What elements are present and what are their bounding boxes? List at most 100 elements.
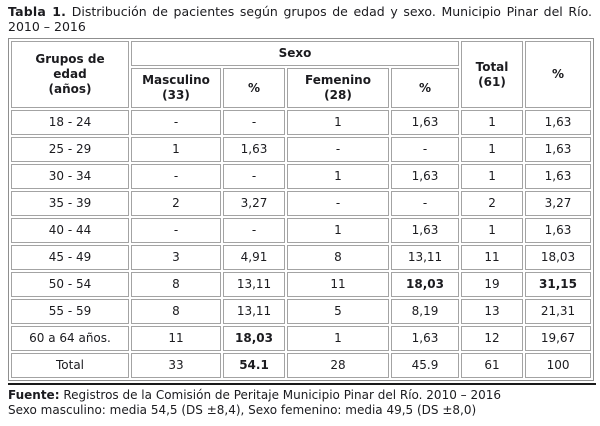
value-cell: 4,91 [223,245,285,270]
value-cell: 1,63 [525,164,592,189]
header-total: Total (61) [461,41,524,108]
table-row: 40 - 44- -1 1,63 1 1,63 [11,218,592,243]
age-group-cell: 18 - 24 [11,110,129,135]
age-group-cell: 50 - 54 [11,272,129,297]
value-cell: 1,63 [223,137,285,162]
value-cell: - [223,110,285,135]
value-cell: - [223,164,285,189]
table-caption-text: Distribución de pacientes según grupos d… [8,4,592,34]
header-row-1: Grupos de edad (años) Sexo Total (61) % [11,41,592,108]
value-cell: 8 [131,272,221,297]
value-cell: 45.9 [391,353,460,378]
value-cell: 100 [525,353,592,378]
value-cell: 19,67 [525,326,592,351]
age-group-cell: Total [11,353,129,378]
header-masculino: Masculino (33) [131,68,221,108]
value-cell: - [131,110,221,135]
age-group-cell: 30 - 34 [11,164,129,189]
value-cell: 13,11 [223,272,285,297]
value-cell: 1 [287,326,389,351]
value-cell: - [223,218,285,243]
value-cell: 8 [131,299,221,324]
value-cell: 19 [461,272,524,297]
value-cell: 1,63 [525,137,592,162]
age-group-cell: 60 a 64 años. [11,326,129,351]
value-cell: 1 [461,164,524,189]
source-label: Fuente: [8,388,60,402]
value-cell: 13 [461,299,524,324]
value-cell: 1,63 [391,110,460,135]
value-cell: 5 [287,299,389,324]
age-group-cell: 40 - 44 [11,218,129,243]
header-pct-masculino: % [223,68,285,108]
header-row-2: Masculino (33) % Femenino (28) % [11,68,591,108]
value-cell: 1,63 [391,326,460,351]
header-femenino: Femenino (28) [287,68,389,108]
table-row: 50 - 54 8 13,11 11 18,03 19 31,15 [11,272,592,297]
value-cell: 1,63 [525,218,592,243]
patients-age-sex-table: Grupos de edad (años) Sexo Total (61) % … [8,38,595,381]
value-cell: 1 [287,110,389,135]
value-cell: 11 [131,326,221,351]
value-cell: 18,03 [223,326,285,351]
table-row: 18 - 24- -1 1,63 1 1,63 [11,110,592,135]
table-row: 60 a 64 años. 11 18,03 1 1,63 12 19,67 [11,326,592,351]
table-row: 35 - 39 2 3,27- -2 3,27 [11,191,592,216]
value-cell: 21,31 [525,299,592,324]
table-header: Grupos de edad (años) Sexo Total (61) % … [11,41,592,108]
value-cell: 18,03 [391,272,460,297]
value-cell: 54.1 [223,353,285,378]
value-cell: 61 [461,353,524,378]
value-cell: - [391,191,460,216]
age-group-cell: 55 - 59 [11,299,129,324]
header-age-group: Grupos de edad (años) [11,41,129,108]
value-cell: 3 [131,245,221,270]
table-body: 18 - 24- -1 1,63 1 1,63 25 - 29 1 1,63- -1 1,63 30… [11,110,592,378]
header-pct-total: % [525,41,592,108]
value-cell: 1,63 [391,164,460,189]
header-pct-femenino: % [391,68,460,108]
source-text: Registros de la Comisión de Peritaje Mun… [63,388,502,402]
table-caption-label: Tabla 1. [8,4,67,19]
value-cell: - [131,164,221,189]
value-cell: 1 [131,137,221,162]
value-cell: 1 [461,137,524,162]
value-cell: 12 [461,326,524,351]
value-cell: 1,63 [391,218,460,243]
source-line: Fuente: Registros de la Comisión de Peri… [8,388,596,403]
value-cell: 13,11 [223,299,285,324]
header-sexo: Sexo [131,41,460,66]
table-row: Total 33 54.1 28 45.9 61 100 [11,353,592,378]
value-cell: 1 [287,164,389,189]
value-cell: - [287,191,389,216]
value-cell: 8,19 [391,299,460,324]
value-cell: 1,63 [525,110,592,135]
value-cell: 1 [287,218,389,243]
value-cell: 31,15 [525,272,592,297]
age-group-cell: 45 - 49 [11,245,129,270]
value-cell: 8 [287,245,389,270]
value-cell: 33 [131,353,221,378]
table-footer: Fuente: Registros de la Comisión de Peri… [8,383,596,418]
value-cell: 2 [131,191,221,216]
value-cell: 3,27 [525,191,592,216]
value-cell: 13,11 [391,245,460,270]
table-caption: Tabla 1. Distribución de pacientes según… [8,4,592,34]
table-row: 25 - 29 1 1,63- -1 1,63 [11,137,592,162]
value-cell: 3,27 [223,191,285,216]
value-cell: - [391,137,460,162]
value-cell: 1 [461,110,524,135]
table-row: 55 - 59 8 13,11 5 8,19 13 21,31 [11,299,592,324]
value-cell: 2 [461,191,524,216]
stats-line: Sexo masculino: media 54,5 (DS ±8,4), Se… [8,403,477,417]
value-cell: 18,03 [525,245,592,270]
age-group-cell: 35 - 39 [11,191,129,216]
value-cell: - [287,137,389,162]
value-cell: 11 [287,272,389,297]
value-cell: 28 [287,353,389,378]
age-group-cell: 25 - 29 [11,137,129,162]
value-cell: 1 [461,218,524,243]
table-row: 45 - 49 3 4,91 8 13,11 11 18,03 [11,245,592,270]
table-row: 30 - 34- -1 1,63 1 1,63 [11,164,592,189]
